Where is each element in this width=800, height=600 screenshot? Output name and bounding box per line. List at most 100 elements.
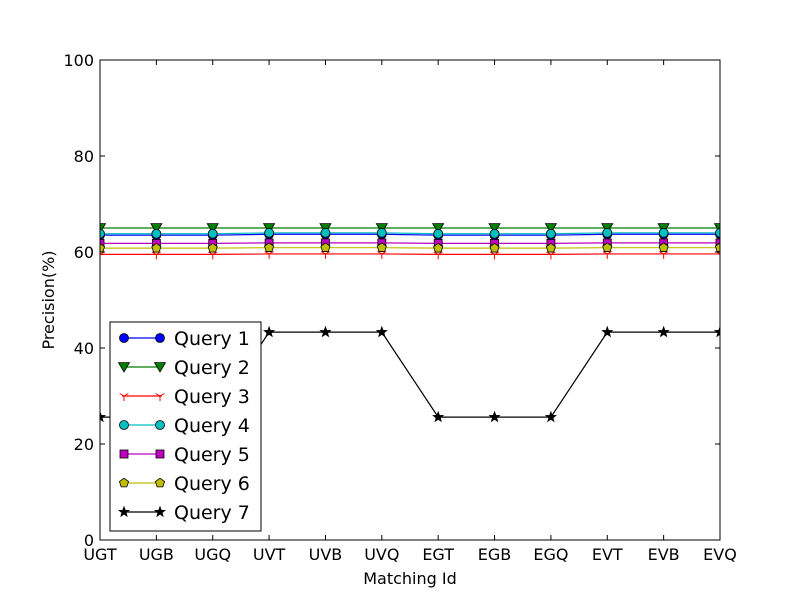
- series-5: [100, 238, 720, 248]
- series-6: [100, 242, 720, 253]
- legend-label: Query 5: [174, 444, 250, 466]
- data-point-wrap: [432, 410, 445, 423]
- series-line: [100, 233, 720, 236]
- data-point: [208, 251, 218, 260]
- legend-marker: [153, 505, 167, 518]
- data-point-wrap: [601, 325, 614, 338]
- data-point: [657, 325, 670, 338]
- series-line: [100, 232, 720, 235]
- legend-marker: [155, 449, 165, 459]
- data-point: [545, 242, 556, 253]
- data-point: [150, 223, 163, 234]
- data-point-wrap: [488, 223, 501, 234]
- data-point: [207, 228, 218, 239]
- legend-label: Query 4: [174, 415, 250, 437]
- x-tick-label: UGB: [139, 545, 174, 564]
- legend-marker: [119, 449, 129, 459]
- data-point: [264, 227, 274, 238]
- x-tick-label: UGT: [83, 545, 117, 564]
- data-point: [207, 242, 218, 253]
- data-point: [100, 238, 105, 248]
- x-tick-label: EGT: [422, 545, 454, 564]
- data-point-wrap: [602, 227, 613, 238]
- data-point-wrap: [375, 325, 388, 338]
- data-point-wrap: [207, 242, 218, 253]
- data-point-wrap: [546, 228, 556, 239]
- x-tick-label: UGQ: [194, 545, 231, 564]
- legend-marker: [155, 333, 165, 343]
- data-point: [431, 223, 445, 234]
- legend-marker: [118, 477, 130, 488]
- legend-entry: Query 5: [119, 444, 250, 466]
- data-point-wrap: [489, 251, 500, 260]
- x-tick-label: EGB: [478, 545, 511, 564]
- y-tick-label: 80: [74, 147, 94, 166]
- legend-marker: [153, 362, 167, 373]
- data-point: [100, 242, 106, 253]
- data-point: [433, 242, 444, 253]
- data-point: [713, 325, 720, 338]
- data-point-wrap: [100, 242, 106, 253]
- x-axis-label: Matching Id: [363, 569, 457, 588]
- data-point: [658, 227, 669, 238]
- data-point-wrap: [602, 250, 612, 259]
- data-point-wrap: [658, 242, 669, 252]
- data-point: [433, 228, 444, 239]
- data-point: [544, 223, 558, 234]
- data-point: [601, 325, 614, 338]
- data-point: [206, 223, 219, 234]
- data-point: [320, 227, 331, 238]
- data-point-wrap: [376, 242, 387, 252]
- data-point-wrap: [544, 223, 558, 234]
- series-2: [100, 223, 720, 234]
- data-point: [488, 410, 501, 423]
- data-point-wrap: [715, 227, 720, 238]
- legend-entry: Query 7: [117, 502, 250, 524]
- data-point-wrap: [546, 251, 556, 260]
- y-tick-label: 0: [84, 531, 94, 550]
- y-tick-label: 100: [63, 51, 94, 70]
- data-point: [546, 251, 556, 260]
- legend-entry: Query 2: [117, 357, 250, 379]
- data-point: [488, 223, 501, 234]
- legend-label: Query 1: [174, 328, 250, 350]
- data-point-wrap: [319, 325, 332, 338]
- data-point-wrap: [264, 250, 274, 259]
- series-3: [100, 250, 720, 260]
- data-point: [546, 228, 556, 239]
- legend-marker: [117, 505, 131, 518]
- x-tick-label: EVB: [648, 545, 680, 564]
- legend-marker: [117, 362, 131, 373]
- data-point: [264, 250, 274, 259]
- data-point-wrap: [602, 242, 613, 252]
- data-point-wrap: [433, 242, 444, 253]
- legend-label: Query 6: [174, 473, 250, 495]
- x-tick-label: UVT: [253, 545, 286, 564]
- data-point-wrap: [320, 227, 331, 238]
- data-point-wrap: [488, 410, 501, 423]
- legend-label: Query 7: [174, 502, 250, 524]
- series-1: [100, 229, 720, 241]
- data-point-wrap: [264, 227, 274, 238]
- data-point: [376, 227, 387, 238]
- legend-entry: Query 1: [119, 328, 250, 350]
- ticks-layer: UGT UGB UGQ UVT UVB UVQ EGT EGB EGQ EVT EVB EVQ 0 20 4…: [63, 51, 736, 564]
- data-point: [100, 228, 105, 239]
- data-point-wrap: [376, 227, 387, 238]
- x-tick-label: EVQ: [703, 545, 737, 564]
- legend-marker: [119, 420, 129, 430]
- x-tick-label: UVQ: [364, 545, 399, 564]
- data-point-wrap: [715, 238, 720, 248]
- legend-marker: [155, 393, 165, 401]
- x-tick-label: UVB: [309, 545, 343, 564]
- data-point-wrap: [713, 325, 720, 338]
- data-point-wrap: [208, 251, 218, 260]
- legend-entry: Query 6: [118, 473, 250, 495]
- data-point-wrap: [151, 251, 161, 260]
- data-point: [602, 250, 612, 259]
- legend-box: [109, 321, 262, 532]
- y-tick-label: 40: [74, 339, 94, 358]
- data-point-wrap: [100, 238, 105, 248]
- legend-marker: [119, 393, 129, 401]
